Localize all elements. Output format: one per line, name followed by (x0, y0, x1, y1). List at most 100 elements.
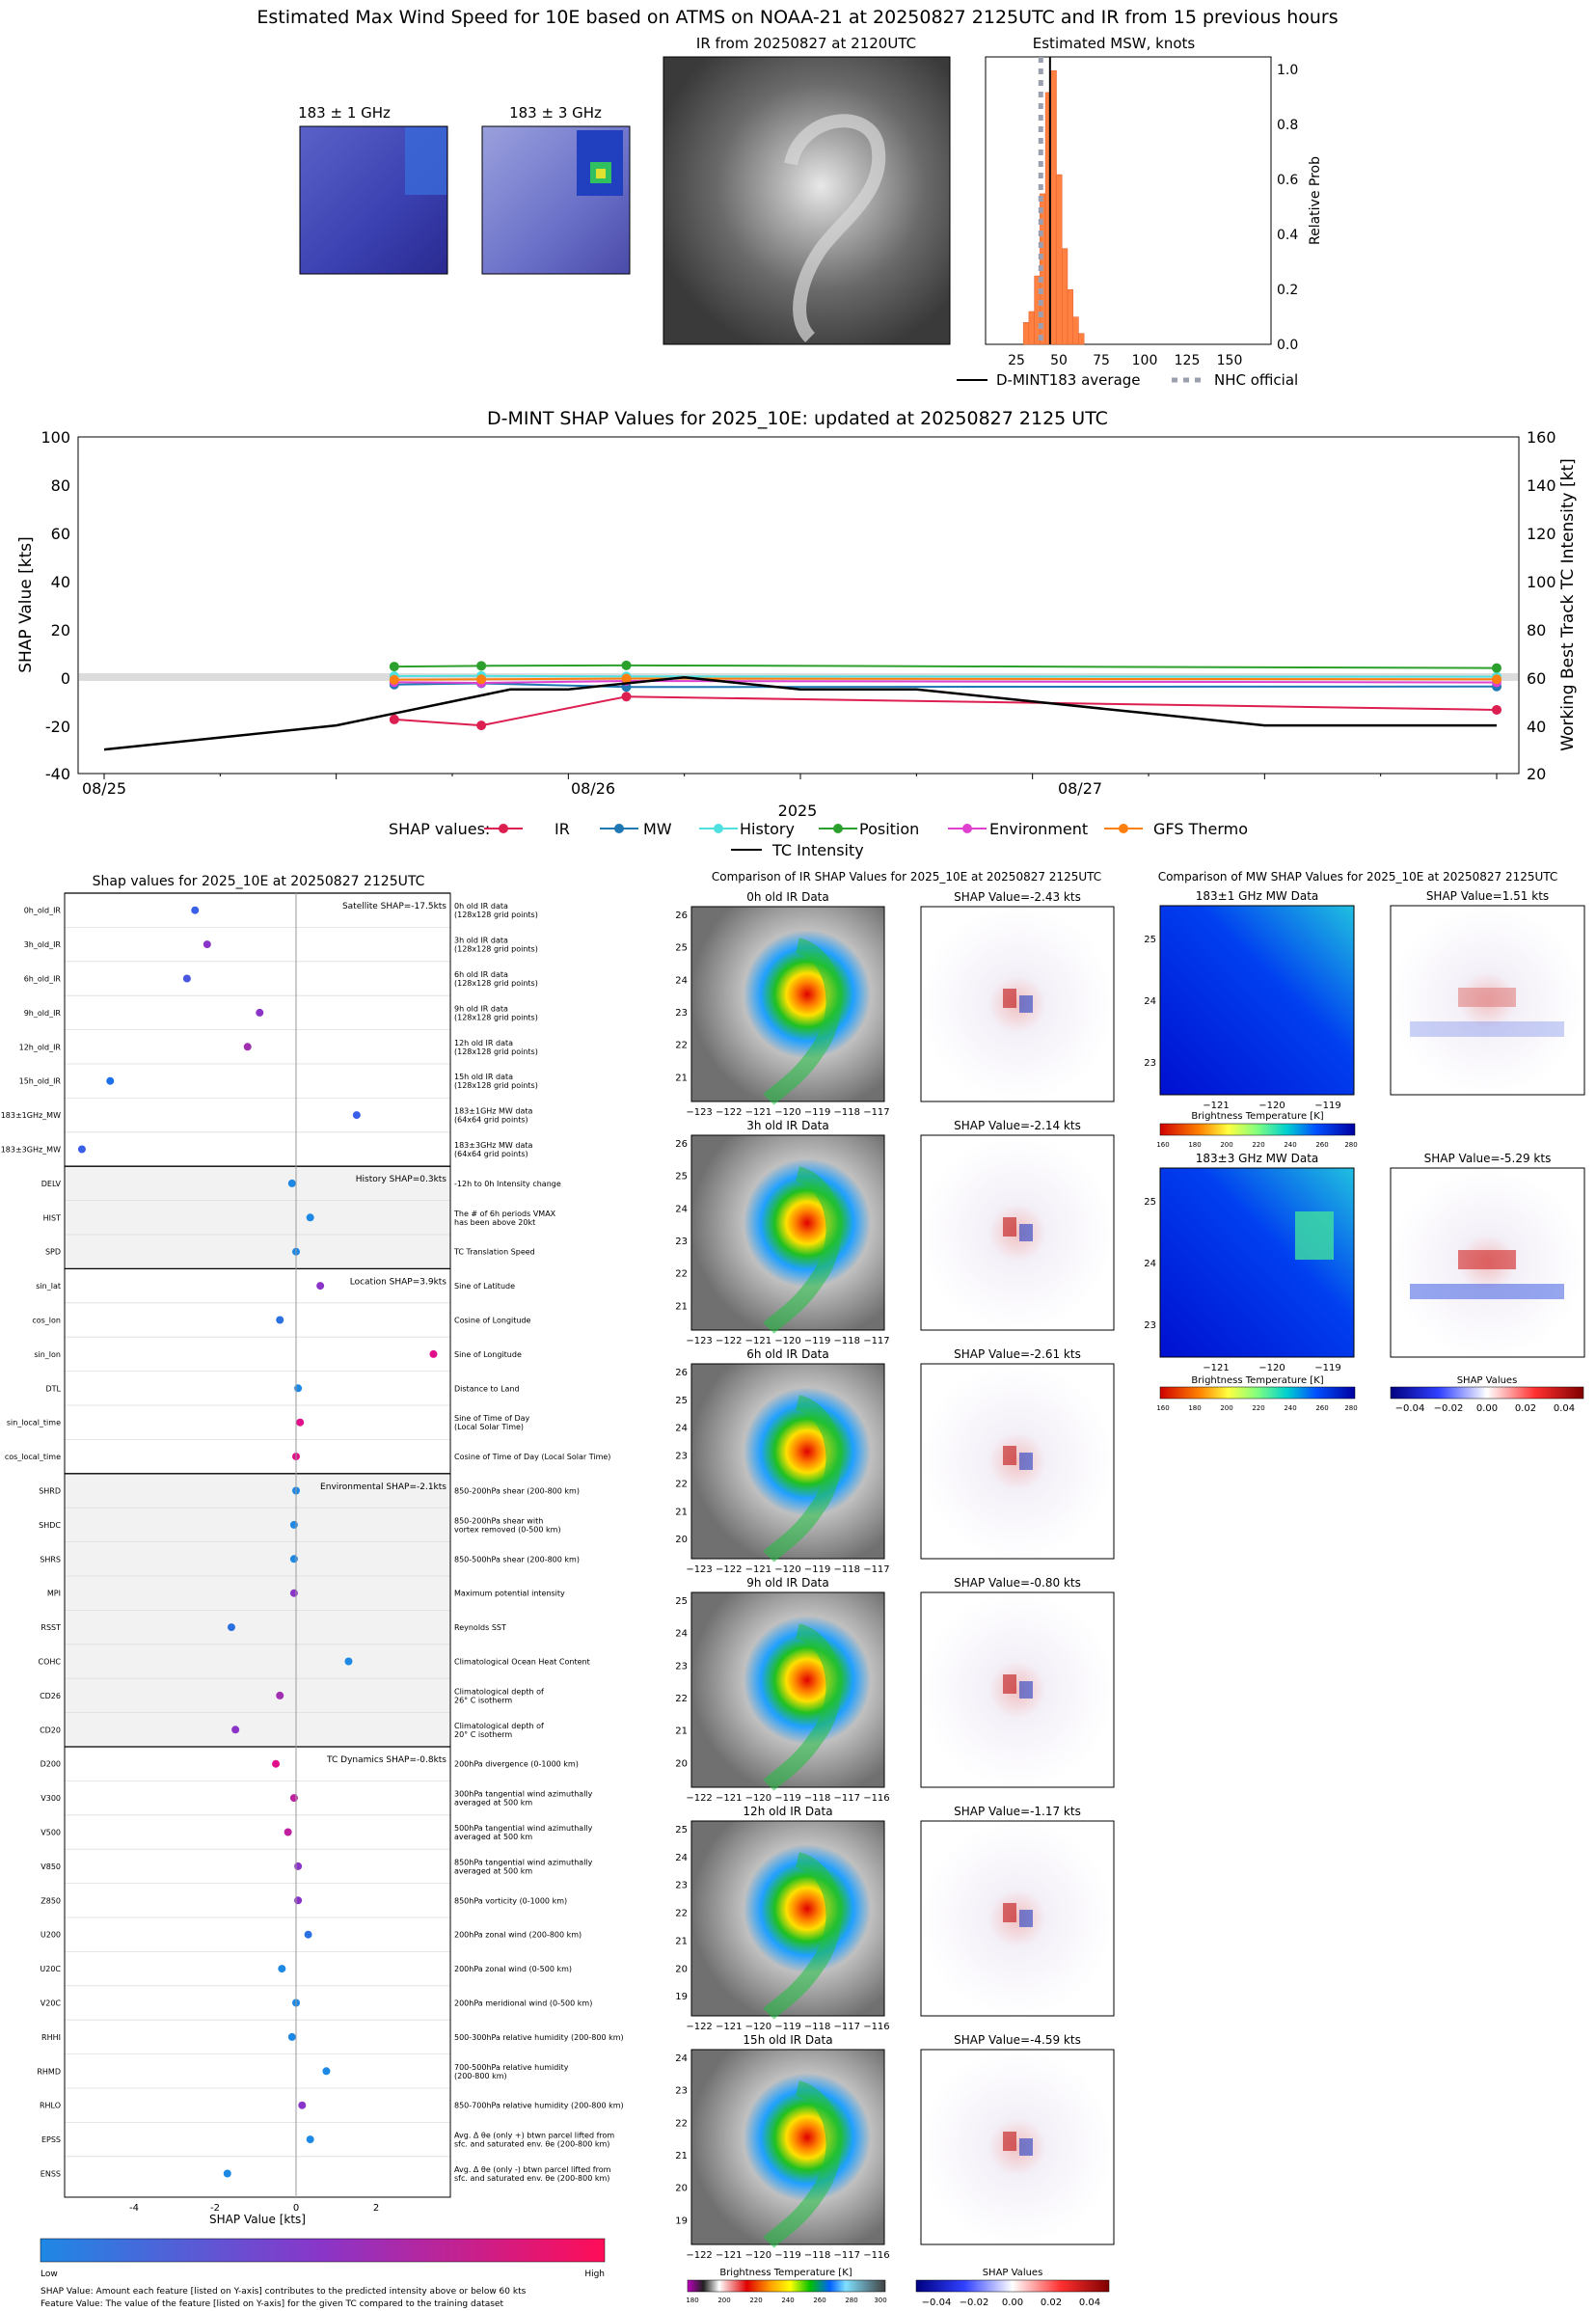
shap-feature-desc: (Local Solar Time) (454, 1423, 524, 1431)
ts-left-tick: -20 (45, 718, 70, 736)
top-title: Estimated Max Wind Speed for 10E based o… (257, 7, 1338, 28)
mw-cb-tick: 240 (1284, 1404, 1296, 1412)
mw-cb-tick: 200 (1220, 1141, 1232, 1149)
ir-ytick: 23 (675, 1237, 688, 1247)
shap-feature-label: SHRD (39, 1487, 61, 1496)
shap-dot (256, 1008, 264, 1017)
ir-panel-image (690, 1820, 885, 2017)
ir-shap-image (920, 1591, 1115, 1788)
shap-feature-desc: 500-300hPa relative humidity (200-800 km… (454, 2033, 624, 2042)
mw-xtick: −121 (1203, 1101, 1229, 1111)
ir-shap-cb-tick: 0.02 (1041, 2297, 1062, 2308)
mw-cb-tick: 220 (1252, 1404, 1264, 1412)
ir-ytick: 21 (675, 1726, 688, 1737)
hist-bar (1067, 288, 1073, 345)
mw-panel-title: 183±3 GHz MW Data (1196, 1152, 1319, 1165)
shap-feature-desc: 0h old IR data (454, 902, 508, 911)
ir-ytick: 25 (675, 1825, 688, 1835)
mw-shap-title: SHAP Value=-5.29 kts (1424, 1152, 1552, 1165)
shap-feature-desc: (128x128 grid points) (454, 1081, 538, 1090)
mw-xtick: −119 (1314, 1363, 1340, 1373)
ir-shap-title: SHAP Value=-2.14 kts (954, 1119, 1081, 1132)
ir-ytick: 22 (675, 1269, 688, 1280)
shap-feature-label: RHHI (41, 2033, 61, 2042)
shap-footnote-2: Feature Value: The value of the feature … (41, 2299, 503, 2309)
mw1-warm-patch (405, 127, 446, 195)
mw-cb-tick: 160 (1156, 1141, 1169, 1149)
shap-dot (243, 1043, 252, 1051)
mw-cb-title-1: Brightness Temperature [K] (1191, 1111, 1323, 1122)
shap-dot (223, 2169, 231, 2178)
shap-feature-desc: (128x128 grid points) (454, 1013, 538, 1021)
ir-ytick: 23 (675, 1881, 688, 1891)
ts-right-tick: 140 (1527, 476, 1556, 495)
hist-xtick: 125 (1175, 353, 1201, 368)
legend-nhc-label: NHC official (1214, 371, 1298, 389)
ts-ylabel-right: Working Best Track TC Intensity [kt] (1558, 458, 1578, 751)
hist-title: Estimated MSW, knots (1033, 35, 1196, 52)
shap-feature-desc: 200hPa zonal wind (200-800 km) (454, 1931, 582, 1940)
ts-left-tick: 0 (61, 669, 70, 688)
shap-feature-desc: averaged at 500 km (454, 1833, 532, 1841)
ir-shap-title: SHAP Value=-2.61 kts (954, 1347, 1081, 1361)
ir-ytick: 24 (675, 2053, 688, 2064)
shap-group-title: Location SHAP=3.9kts (350, 1277, 447, 1287)
legend-environment: Environment (948, 820, 1088, 838)
legend-ir-label: IR (555, 820, 570, 838)
legend-gfs-label: GFS Thermo (1153, 820, 1248, 838)
ts-xtick: 08/27 (1058, 779, 1102, 798)
shap-feature-label: DTL (45, 1384, 61, 1393)
shap-feature-desc: Distance to Land (454, 1384, 520, 1393)
ir-ytick: 24 (675, 975, 688, 986)
ir-xticks: −123 −122 −121 −120 −119 −118 −117 (686, 1336, 889, 1346)
ir-ytick: 21 (675, 1936, 688, 1946)
ts-xtick: 08/26 (571, 779, 615, 798)
ir-ytick: 20 (675, 1535, 688, 1545)
shap-dot (344, 1657, 353, 1666)
shap-feature-desc: Cosine of Longitude (454, 1317, 531, 1325)
ir-compare-panels: 0h old IR Data 26 25 24 23 22 21 −123 −122 −121… (675, 890, 1115, 2261)
shap-dot (106, 1076, 115, 1085)
mw-cb-ticks-2: 160 180 200 220 240 260 280 (1156, 1404, 1357, 1412)
ts-line-ir (393, 695, 1498, 727)
ir-shap-positive-spot (1003, 1903, 1016, 1922)
shap-dot (227, 1623, 235, 1632)
shap-feature-desc: 12h old IR data (454, 1039, 513, 1047)
ts-point (476, 674, 487, 685)
shap-feature-desc: Avg. Δ θe (only -) btwn parcel lifted fr… (454, 2165, 611, 2174)
ir-ytick: 20 (675, 1964, 688, 1974)
mw2-title: 183 ± 3 GHz (509, 104, 602, 122)
mw-xtick: −121 (1203, 1363, 1229, 1373)
ir-ytick: 24 (675, 1853, 688, 1863)
ir-ytick: 26 (675, 1139, 688, 1150)
shap-feature-label: V850 (41, 1862, 61, 1871)
shap-feature-label: SPD (45, 1248, 61, 1257)
ir-panel-image (690, 906, 885, 1102)
shap-feature-label: cos_lon (32, 1317, 61, 1325)
ir-ytick: 24 (675, 1629, 688, 1640)
ir-ytick: 23 (675, 1661, 688, 1672)
ts-right-ticks: 160 140 120 100 80 60 40 20 (1527, 428, 1556, 783)
shap-feature-label: V20C (41, 1999, 62, 2008)
ir-ytick: 21 (675, 1301, 688, 1312)
shap-feature-label: 6h_old_IR (24, 975, 62, 984)
hist-xtick: 150 (1217, 353, 1243, 368)
shap-feature-desc: The # of 6h periods VMAX (453, 1210, 556, 1218)
hist-ytick: 0.0 (1277, 338, 1298, 353)
ir-shap-title: SHAP Value=-1.17 kts (954, 1805, 1081, 1818)
shap-feature-desc: sfc. and saturated env. θe (200-800 km) (454, 2174, 609, 2183)
shap-feature-desc: (64x64 grid points) (454, 1116, 528, 1125)
shap-group-title: TC Dynamics SHAP=-0.8kts (326, 1755, 446, 1765)
shap-dot (287, 2032, 296, 2041)
mw-ytick: 24 (1144, 1259, 1156, 1269)
hist-bar (1078, 333, 1085, 345)
mw-shap-cb-tick: 0.04 (1554, 1403, 1575, 1414)
ir-xticks: −122 −121 −120 −119 −118 −117 −116 (686, 2022, 889, 2032)
shap-feature-desc: has been above 20kt (454, 1218, 535, 1227)
shap-dot (304, 1930, 312, 1939)
shap-feature-label: V300 (41, 1794, 61, 1803)
ts-right-tick: 160 (1527, 428, 1556, 447)
shap-xlabel: SHAP Value [kts] (209, 2213, 306, 2226)
shap-panel: Satellite SHAP=-17.5kts 0h_old_IR 0h old I… (1, 892, 624, 2183)
